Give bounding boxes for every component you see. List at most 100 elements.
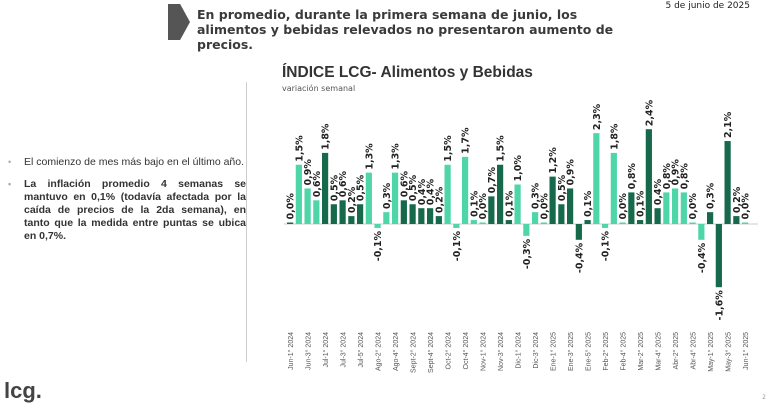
- bar: [374, 224, 381, 228]
- bar: [418, 208, 425, 224]
- data-label: -0,4%: [697, 242, 708, 273]
- bar: [348, 216, 355, 224]
- data-label: 0,3%: [382, 182, 393, 209]
- data-label: 0,1%: [504, 190, 515, 217]
- x-tick-label: Feb-4° 2025: [620, 332, 628, 371]
- x-tick-label: Ago-4° 2024: [392, 332, 400, 371]
- bar: [628, 192, 635, 224]
- bar: [733, 216, 740, 224]
- x-tick-label: Jun-3° 2024: [305, 332, 313, 370]
- x-tick-label: Jun-1° 2024: [287, 332, 295, 370]
- x-tick-label: Sept-4° 2024: [427, 332, 435, 373]
- data-label: 0,3%: [531, 182, 542, 209]
- data-label: -0,1%: [452, 230, 463, 261]
- divider: [246, 82, 247, 362]
- data-label: 1,8%: [321, 123, 332, 150]
- data-label: -0,4%: [574, 242, 585, 273]
- data-label: 0,4%: [426, 178, 437, 205]
- bar: [462, 156, 469, 224]
- bar: [689, 222, 696, 224]
- bar: [444, 164, 451, 224]
- data-label: 0,6%: [338, 170, 349, 197]
- x-tick-label: Dic-1° 2024: [515, 332, 523, 369]
- bullet-list: El comienzo de mes más bajo en el último…: [8, 156, 246, 252]
- x-tick-label: Sept-2° 2024: [410, 332, 418, 373]
- x-tick-label: May-1° 2025: [707, 332, 715, 372]
- bar: [488, 196, 495, 224]
- bar: [409, 204, 416, 224]
- bar: [365, 172, 372, 224]
- bar: [742, 222, 749, 224]
- data-label: -0,1%: [373, 230, 384, 261]
- data-label: 1,5%: [443, 135, 454, 162]
- bar: [724, 141, 731, 224]
- data-label: 0,1%: [583, 190, 594, 217]
- data-label: 0,5%: [356, 174, 367, 201]
- bar: [304, 188, 311, 224]
- data-label: -0,3%: [522, 238, 533, 269]
- bar: [427, 208, 434, 224]
- data-label: 2,3%: [592, 103, 603, 130]
- report-date: 5 de junio de 2025: [665, 1, 751, 11]
- bar: [707, 212, 714, 224]
- data-label: 0,0%: [618, 193, 629, 220]
- bar: [549, 176, 556, 224]
- chart-title: ÍNDICE LCG- Alimentos y Bebidas: [282, 64, 533, 81]
- data-label: 2,1%: [723, 111, 734, 138]
- data-label: 0,1%: [636, 190, 647, 217]
- data-label: 0,8%: [662, 163, 673, 190]
- bar: [330, 204, 337, 224]
- bar: [514, 184, 521, 224]
- data-label: 0,5%: [557, 174, 568, 201]
- bar: [567, 188, 574, 224]
- bar: [497, 164, 504, 224]
- data-label: 0,2%: [347, 186, 358, 213]
- bar: [322, 152, 329, 224]
- data-label: 1,8%: [609, 123, 620, 150]
- data-label: 0,9%: [671, 159, 682, 186]
- bullet-item: El comienzo de mes más bajo en el último…: [8, 156, 246, 169]
- x-tick-label: Abr-4° 2025: [690, 332, 698, 370]
- bar: [392, 172, 399, 224]
- bar: [435, 216, 442, 224]
- data-label: -1,6%: [714, 290, 725, 321]
- bar: [313, 200, 320, 224]
- header-chevron-icon: [168, 4, 190, 40]
- data-label: 0,9%: [566, 159, 577, 186]
- page-number: 2: [762, 394, 766, 401]
- data-label: 1,2%: [548, 147, 559, 174]
- data-label: 0,3%: [706, 182, 717, 209]
- data-label: 1,7%: [461, 127, 472, 154]
- data-label: 1,0%: [513, 155, 524, 182]
- bar: [287, 222, 294, 224]
- bar: [637, 220, 644, 224]
- data-label: 0,6%: [312, 170, 323, 197]
- bar: [602, 224, 609, 228]
- x-tick-label: Jul-1° 2024: [322, 332, 330, 368]
- data-label: 0,9%: [303, 159, 314, 186]
- x-tick-label: Ene-1° 2025: [550, 332, 558, 371]
- x-tick-label: Abr-2° 2025: [672, 332, 680, 370]
- chart-subtitle: variación semanal: [282, 84, 356, 93]
- data-label: 0,0%: [478, 193, 489, 220]
- x-tick-label: Mar-4° 2025: [655, 332, 663, 371]
- headline: En promedio, durante la primera semana d…: [197, 7, 614, 52]
- bar: [698, 224, 705, 240]
- data-label: 0,5%: [329, 174, 340, 201]
- data-label: 0,0%: [688, 193, 699, 220]
- bar: [295, 164, 302, 224]
- bar: [479, 222, 486, 224]
- bar: [400, 200, 407, 224]
- data-label: 1,5%: [294, 135, 305, 162]
- bar: [505, 220, 512, 224]
- bar: [619, 222, 626, 224]
- data-label: 0,1%: [469, 190, 480, 217]
- bar: [575, 224, 582, 240]
- x-tick-label: Feb-2° 2025: [602, 332, 610, 371]
- bar: [523, 224, 530, 236]
- data-label: 0,2%: [732, 186, 743, 213]
- x-tick-label: Ago-2° 2024: [375, 332, 383, 371]
- bar: [680, 192, 687, 224]
- x-tick-label: Ene-5° 2025: [585, 332, 593, 371]
- bar: [672, 188, 679, 224]
